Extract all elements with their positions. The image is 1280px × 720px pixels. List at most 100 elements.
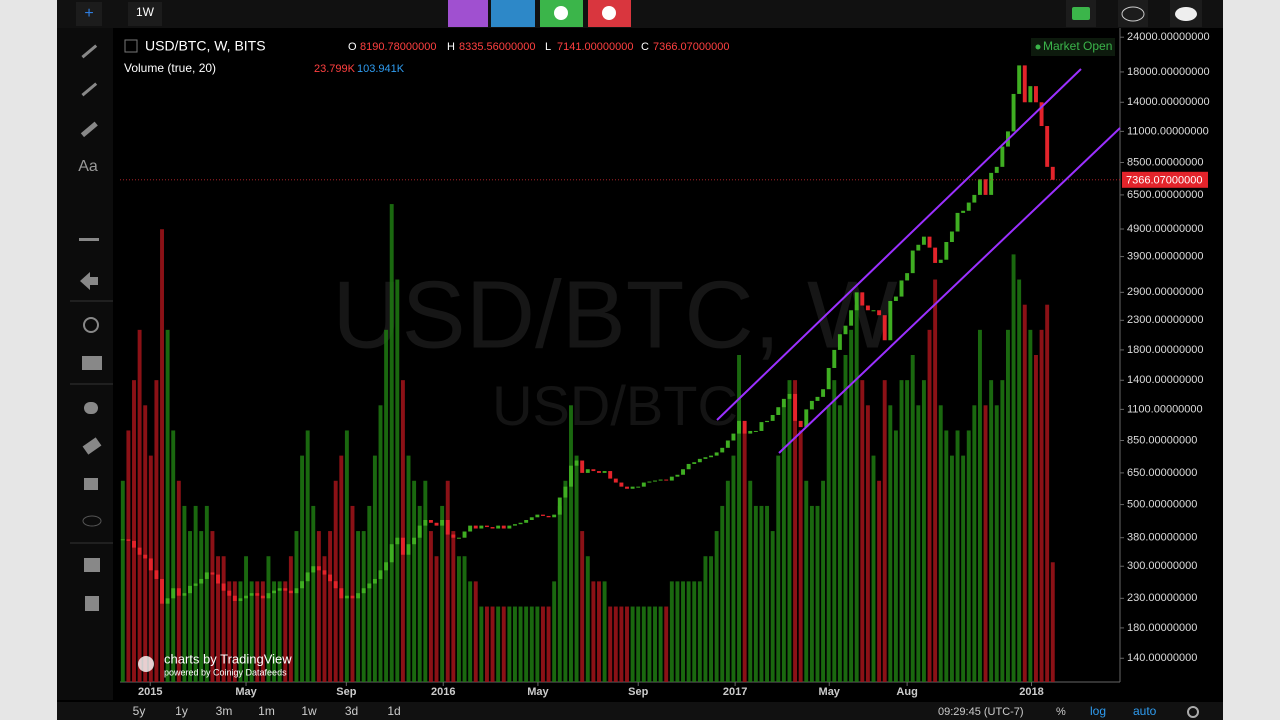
candle-body (742, 420, 747, 434)
candle-body (653, 480, 657, 482)
x-tick-label: Sep (628, 686, 648, 698)
branding-logo (138, 656, 154, 672)
interval-button[interactable] (128, 2, 162, 26)
brush-tool[interactable] (80, 121, 98, 138)
volume-bar (770, 531, 775, 682)
candle-body (664, 479, 669, 481)
candle-body (681, 469, 685, 475)
volume-bar (938, 405, 943, 682)
volume-bar (809, 505, 814, 682)
candle-body (361, 588, 366, 594)
last-price-label: 7366.07000000 (1126, 175, 1202, 187)
log-toggle[interactable]: log (1090, 704, 1106, 718)
plugin-button[interactable] (448, 0, 488, 27)
candle-body (165, 598, 170, 604)
candle-body (244, 595, 249, 599)
scale-tool[interactable] (82, 356, 102, 370)
volume-bar (249, 581, 254, 682)
candle-body (843, 325, 848, 335)
candle-body (210, 572, 215, 575)
y-tick-label: 18000.00000000 (1127, 66, 1210, 78)
zoom-tool[interactable] (83, 317, 99, 333)
candle-body (821, 389, 826, 397)
remove-tools[interactable] (84, 558, 100, 572)
candle-body (389, 544, 394, 563)
volume-bar (843, 355, 848, 682)
candle-body (1045, 126, 1050, 167)
candle-body (501, 525, 506, 529)
candle-body (395, 537, 400, 545)
candle-body (221, 583, 226, 591)
range-button[interactable]: 1w (301, 704, 317, 718)
candle-body (591, 469, 596, 472)
candle-body (574, 460, 579, 466)
range-button[interactable]: 3m (216, 704, 233, 718)
candle-body (137, 547, 142, 555)
candle-body (703, 457, 708, 459)
volume-bar (585, 556, 590, 682)
measure-tool[interactable] (79, 238, 99, 241)
trash-tool[interactable] (85, 596, 99, 611)
volume-bar (787, 380, 792, 682)
range-button[interactable]: 1y (175, 704, 188, 718)
volume-bar (350, 505, 355, 682)
volume-bar (910, 355, 915, 682)
candle-body (552, 514, 557, 518)
volume-bar (160, 229, 164, 682)
auto-toggle[interactable]: auto (1133, 704, 1157, 718)
lock-tool[interactable] (84, 478, 98, 490)
volume-bar (658, 606, 663, 682)
cloud-load-button[interactable] (1118, 0, 1148, 27)
volume-bar (989, 380, 994, 682)
h-label: H (447, 41, 455, 53)
watermark: USD/BTC, W (332, 261, 898, 368)
volume-bar (378, 405, 383, 682)
candle-body (160, 578, 164, 604)
candle-body (669, 476, 674, 481)
volume-bar (972, 405, 977, 682)
candle-body (944, 242, 949, 260)
candle-body (1050, 166, 1055, 180)
volume-bar (557, 505, 562, 682)
volume-bar (143, 405, 148, 682)
range-button[interactable]: 3d (345, 704, 358, 718)
alert-button[interactable] (491, 0, 535, 27)
volume-bar (171, 430, 176, 682)
branding-sub: powered by Coinigy Datafeeds (164, 667, 287, 677)
settings-button[interactable] (1187, 706, 1199, 718)
l-value: 7141.00000000 (557, 41, 633, 53)
stay-tool[interactable] (82, 437, 102, 455)
x-tick-label: Aug (896, 686, 917, 698)
volume-bar (484, 606, 489, 682)
volume-bar (725, 480, 730, 682)
volume-bar (877, 480, 882, 682)
candle-body (132, 540, 136, 548)
sell-icon (602, 6, 616, 20)
candle-body (232, 595, 237, 601)
crosshair-button[interactable] (76, 2, 102, 26)
candle-body (781, 398, 786, 408)
candle-body (647, 481, 652, 483)
range-button[interactable]: 1m (258, 704, 275, 718)
candle-body (597, 471, 601, 473)
volume-bar (927, 329, 932, 682)
volume-bar (826, 405, 831, 682)
range-button[interactable]: 5y (133, 704, 146, 718)
hide-tool[interactable] (82, 515, 102, 527)
text-tool[interactable]: Aa (78, 158, 98, 175)
candle-body (182, 593, 187, 596)
volume-bar (462, 556, 467, 682)
volume-bar (933, 279, 938, 682)
trend-tool[interactable] (81, 44, 98, 59)
y-tick-label: 24000.00000000 (1127, 31, 1210, 43)
fib-tool[interactable] (81, 82, 98, 97)
volume-bar (776, 455, 781, 682)
magnet-tool[interactable] (84, 402, 98, 414)
arrow-tool[interactable] (80, 272, 98, 290)
candle-body (921, 236, 926, 245)
collapse-button[interactable] (124, 39, 138, 53)
volume-bar (647, 606, 652, 682)
volume-bar (512, 606, 517, 682)
range-button[interactable]: 1d (387, 704, 400, 718)
percent-toggle[interactable]: % (1056, 706, 1066, 718)
